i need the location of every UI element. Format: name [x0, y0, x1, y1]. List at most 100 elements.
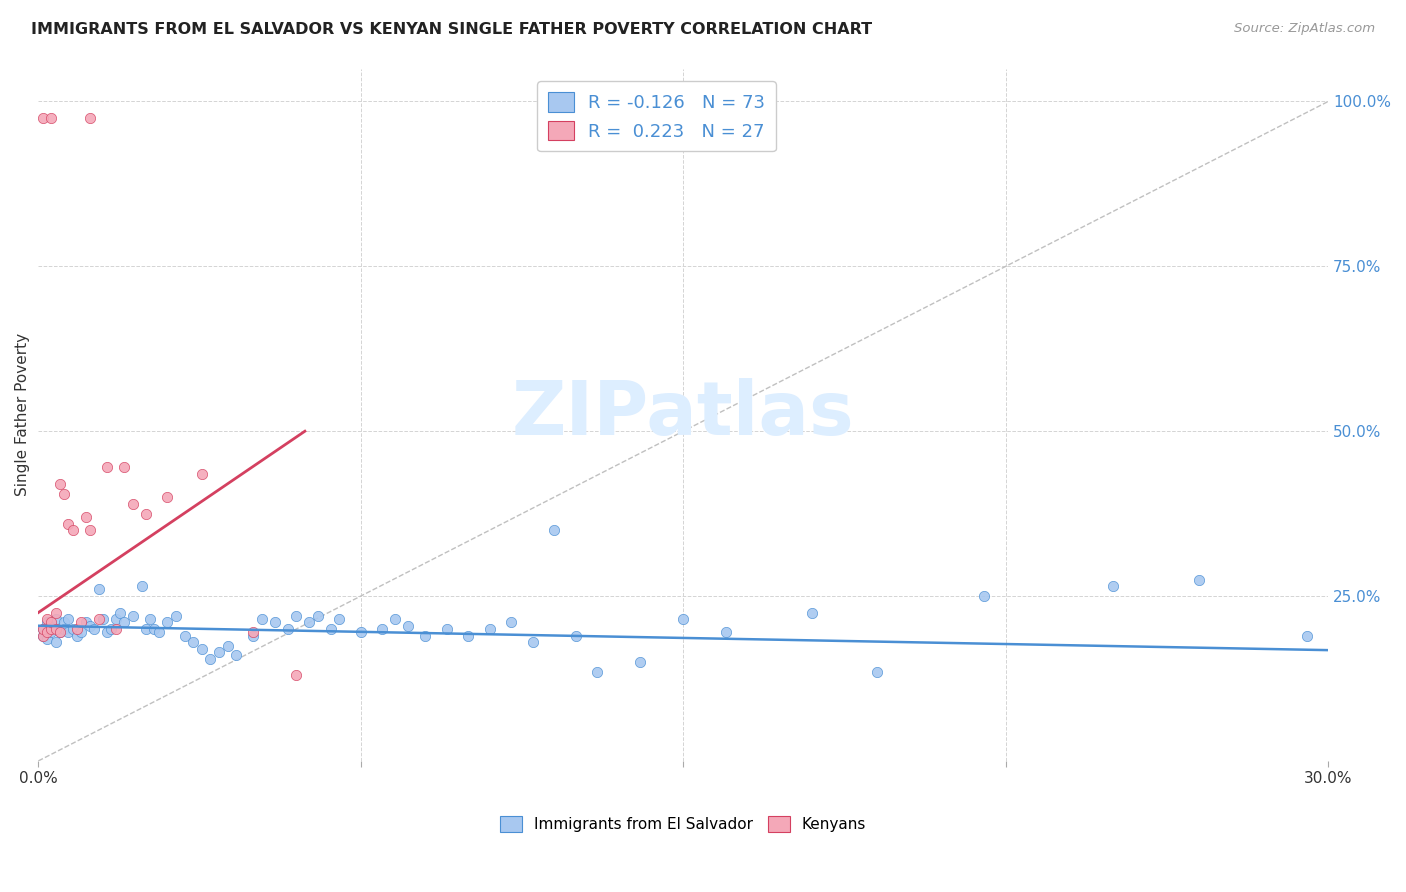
Point [96, 460, 118, 475]
Point [285, 608, 308, 623]
Point [53, 622, 76, 636]
Point [39, 625, 62, 640]
Text: Source: ZipAtlas.com: Source: ZipAtlas.com [1234, 22, 1375, 36]
Point [79, 111, 101, 125]
Point [87, 612, 110, 626]
Point [501, 615, 523, 630]
Point [31, 622, 53, 636]
Point [35, 632, 58, 646]
Point [44, 635, 66, 649]
Point [66, 622, 89, 636]
Point [139, 612, 162, 626]
Point [112, 460, 135, 475]
Point [586, 665, 609, 679]
Point [31, 629, 53, 643]
Point [478, 622, 501, 636]
Point [672, 612, 695, 626]
Point [112, 615, 135, 630]
Point [104, 612, 127, 626]
Point [62, 622, 84, 636]
Point [87, 582, 110, 597]
Point [225, 648, 247, 663]
Point [135, 507, 157, 521]
Point [148, 625, 170, 640]
Point [457, 629, 479, 643]
Point [156, 615, 179, 630]
Point [39, 622, 62, 636]
Point [217, 639, 239, 653]
Point [1295, 629, 1317, 643]
Text: ZIPatlas: ZIPatlas [512, 378, 855, 451]
Point [70, 625, 93, 640]
Point [49, 625, 72, 640]
Point [53, 615, 76, 630]
Point [83, 622, 105, 636]
Point [122, 608, 145, 623]
Point [31, 111, 53, 125]
Point [208, 645, 231, 659]
Point [436, 622, 458, 636]
Point [250, 612, 273, 626]
Point [413, 629, 436, 643]
Point [350, 625, 373, 640]
Point [716, 625, 738, 640]
Point [1188, 573, 1211, 587]
Point [242, 629, 264, 643]
Point [277, 622, 299, 636]
Point [39, 615, 62, 630]
Point [866, 665, 889, 679]
Point [165, 608, 187, 623]
Point [371, 622, 394, 636]
Point [384, 612, 406, 626]
Point [39, 618, 62, 632]
Point [44, 606, 66, 620]
Point [35, 625, 58, 640]
Point [973, 589, 995, 603]
Point [31, 629, 53, 643]
Point [173, 629, 195, 643]
Point [104, 622, 127, 636]
Point [628, 655, 651, 669]
Point [49, 477, 72, 491]
Point [522, 635, 544, 649]
Point [543, 523, 565, 537]
Point [143, 622, 166, 636]
Point [285, 668, 308, 682]
Point [91, 612, 114, 626]
Point [131, 579, 153, 593]
Point [96, 625, 118, 640]
Text: IMMIGRANTS FROM EL SALVADOR VS KENYAN SINGLE FATHER POVERTY CORRELATION CHART: IMMIGRANTS FROM EL SALVADOR VS KENYAN SI… [31, 22, 872, 37]
Point [200, 651, 222, 665]
Point [319, 622, 342, 636]
Point [396, 618, 419, 632]
Point [328, 612, 350, 626]
Point [75, 615, 97, 630]
Point [62, 523, 84, 537]
Point [564, 629, 586, 643]
Point [44, 622, 66, 636]
Point [44, 612, 66, 626]
Point [1102, 579, 1125, 593]
Point [39, 111, 62, 125]
Legend: Immigrants from El Salvador, Kenyans: Immigrants from El Salvador, Kenyans [491, 806, 876, 842]
Point [801, 606, 824, 620]
Point [66, 629, 89, 643]
Point [79, 618, 101, 632]
Point [298, 615, 321, 630]
Point [190, 467, 212, 481]
Point [70, 615, 93, 630]
Point [263, 615, 285, 630]
Point [242, 625, 264, 640]
Point [31, 622, 53, 636]
Point [181, 635, 204, 649]
Point [58, 516, 80, 531]
Point [307, 608, 329, 623]
Point [35, 615, 58, 630]
Point [58, 612, 80, 626]
Point [135, 622, 157, 636]
Point [79, 523, 101, 537]
Point [35, 612, 58, 626]
Point [49, 622, 72, 636]
Point [122, 497, 145, 511]
Y-axis label: Single Father Poverty: Single Father Poverty [15, 333, 30, 496]
